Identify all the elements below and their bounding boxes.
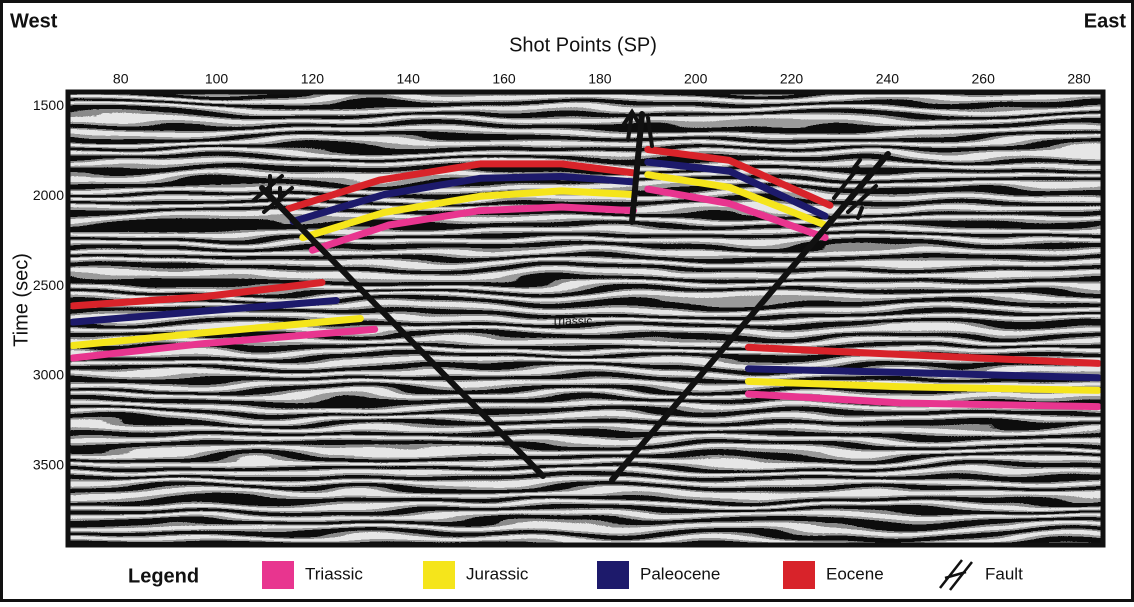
x-tick-label: 100	[205, 71, 229, 87]
x-axis-title: Shot Points (SP)	[509, 34, 657, 56]
x-tick-label: 180	[588, 71, 612, 87]
fault-line	[609, 151, 891, 483]
faults	[252, 108, 891, 483]
horizon-line	[69, 185, 1102, 411]
horizon-line	[69, 158, 1102, 382]
x-tick-label: 200	[684, 71, 708, 87]
y-tick-label: 1500	[33, 97, 64, 113]
annotation: Triassic	[552, 314, 593, 328]
legend-swatch	[262, 561, 294, 589]
y-tick-label: 3000	[33, 367, 64, 383]
legend-swatch	[597, 561, 629, 589]
x-tick-label: 140	[397, 71, 421, 87]
legend-label: Triassic	[305, 564, 363, 583]
x-tick-label: 240	[876, 71, 900, 87]
y-tick-label: 3500	[33, 457, 64, 473]
fault-icon	[939, 559, 973, 591]
legend-label: Paleocene	[640, 564, 720, 583]
legend: Triassic Jurassic Paleocene Eocene	[262, 561, 884, 589]
horizons	[69, 146, 1102, 411]
legend-swatch	[423, 561, 455, 589]
legend-swatch	[783, 561, 815, 589]
horizon-line	[69, 171, 1102, 394]
fault-legend-label: Fault	[985, 564, 1023, 583]
legend-label: Jurassic	[466, 564, 529, 583]
fault-line	[629, 111, 645, 225]
west-label: West	[10, 10, 58, 32]
x-tick-label: 220	[780, 71, 804, 87]
x-tick-label: 120	[301, 71, 325, 87]
x-tick-label: 160	[492, 71, 516, 87]
x-tick-label: 80	[113, 71, 129, 87]
legend-label: Eocene	[826, 564, 884, 583]
fault-arrows	[622, 108, 654, 148]
x-tick-label: 280	[1067, 71, 1091, 87]
y-axis-title: Time (sec)	[10, 253, 32, 347]
legend-title: Legend	[128, 565, 199, 587]
fault-line	[259, 185, 546, 479]
horizon-line	[69, 146, 1102, 367]
fault-arrows	[252, 174, 294, 214]
east-label: East	[1084, 10, 1127, 32]
y-tick-label: 2500	[33, 277, 64, 293]
fault-arrows	[832, 158, 878, 220]
x-tick-label: 260	[972, 71, 996, 87]
y-tick-label: 2000	[33, 187, 64, 203]
plot-frame	[65, 89, 1106, 548]
